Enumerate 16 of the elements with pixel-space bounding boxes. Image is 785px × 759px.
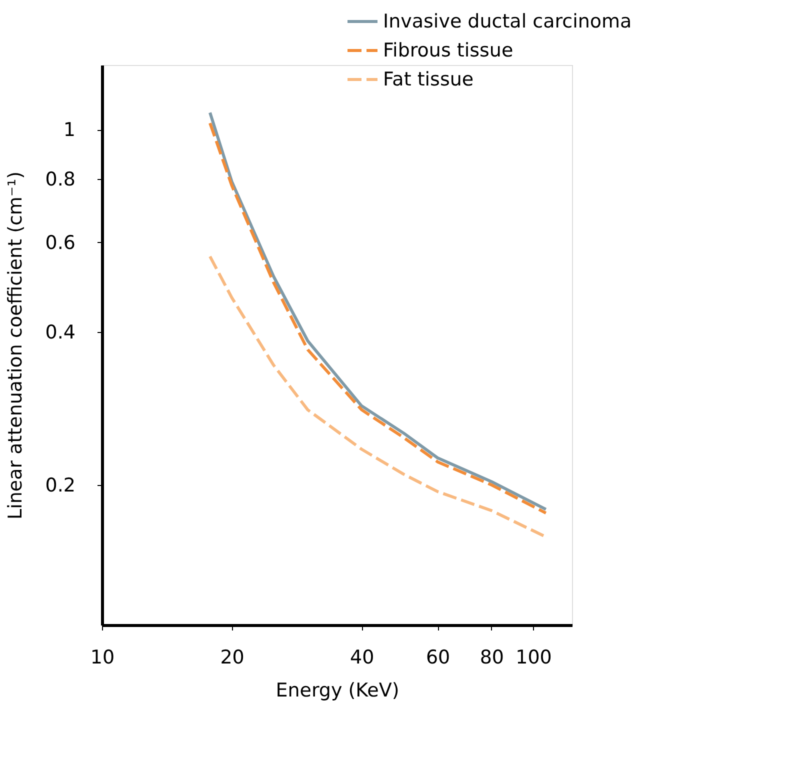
- legend-label: Invasive ductal carcinoma: [383, 10, 632, 32]
- y-tick-label: 0.4: [45, 321, 76, 344]
- x-tick-label: 100: [516, 646, 552, 668]
- x-tick-label: 80: [480, 646, 504, 668]
- y-axis-title: Linear attenuation coefficient (cm⁻¹): [4, 172, 26, 520]
- y-tick-label: 0.8: [45, 168, 76, 190]
- x-tick-label: 10: [90, 646, 115, 668]
- y-tick-label: 0.2: [45, 474, 76, 496]
- x-tick-label: 20: [220, 646, 244, 668]
- y-tick-label: 0.6: [45, 232, 76, 254]
- x-tick-label: 60: [426, 646, 450, 668]
- x-tick-label: 40: [350, 646, 374, 668]
- y-tick-label: 1: [63, 119, 76, 142]
- legend-label: Fibrous tissue: [383, 40, 514, 62]
- legend-label: Fat tissue: [383, 68, 474, 90]
- x-axis-title: Energy (KeV): [276, 680, 400, 702]
